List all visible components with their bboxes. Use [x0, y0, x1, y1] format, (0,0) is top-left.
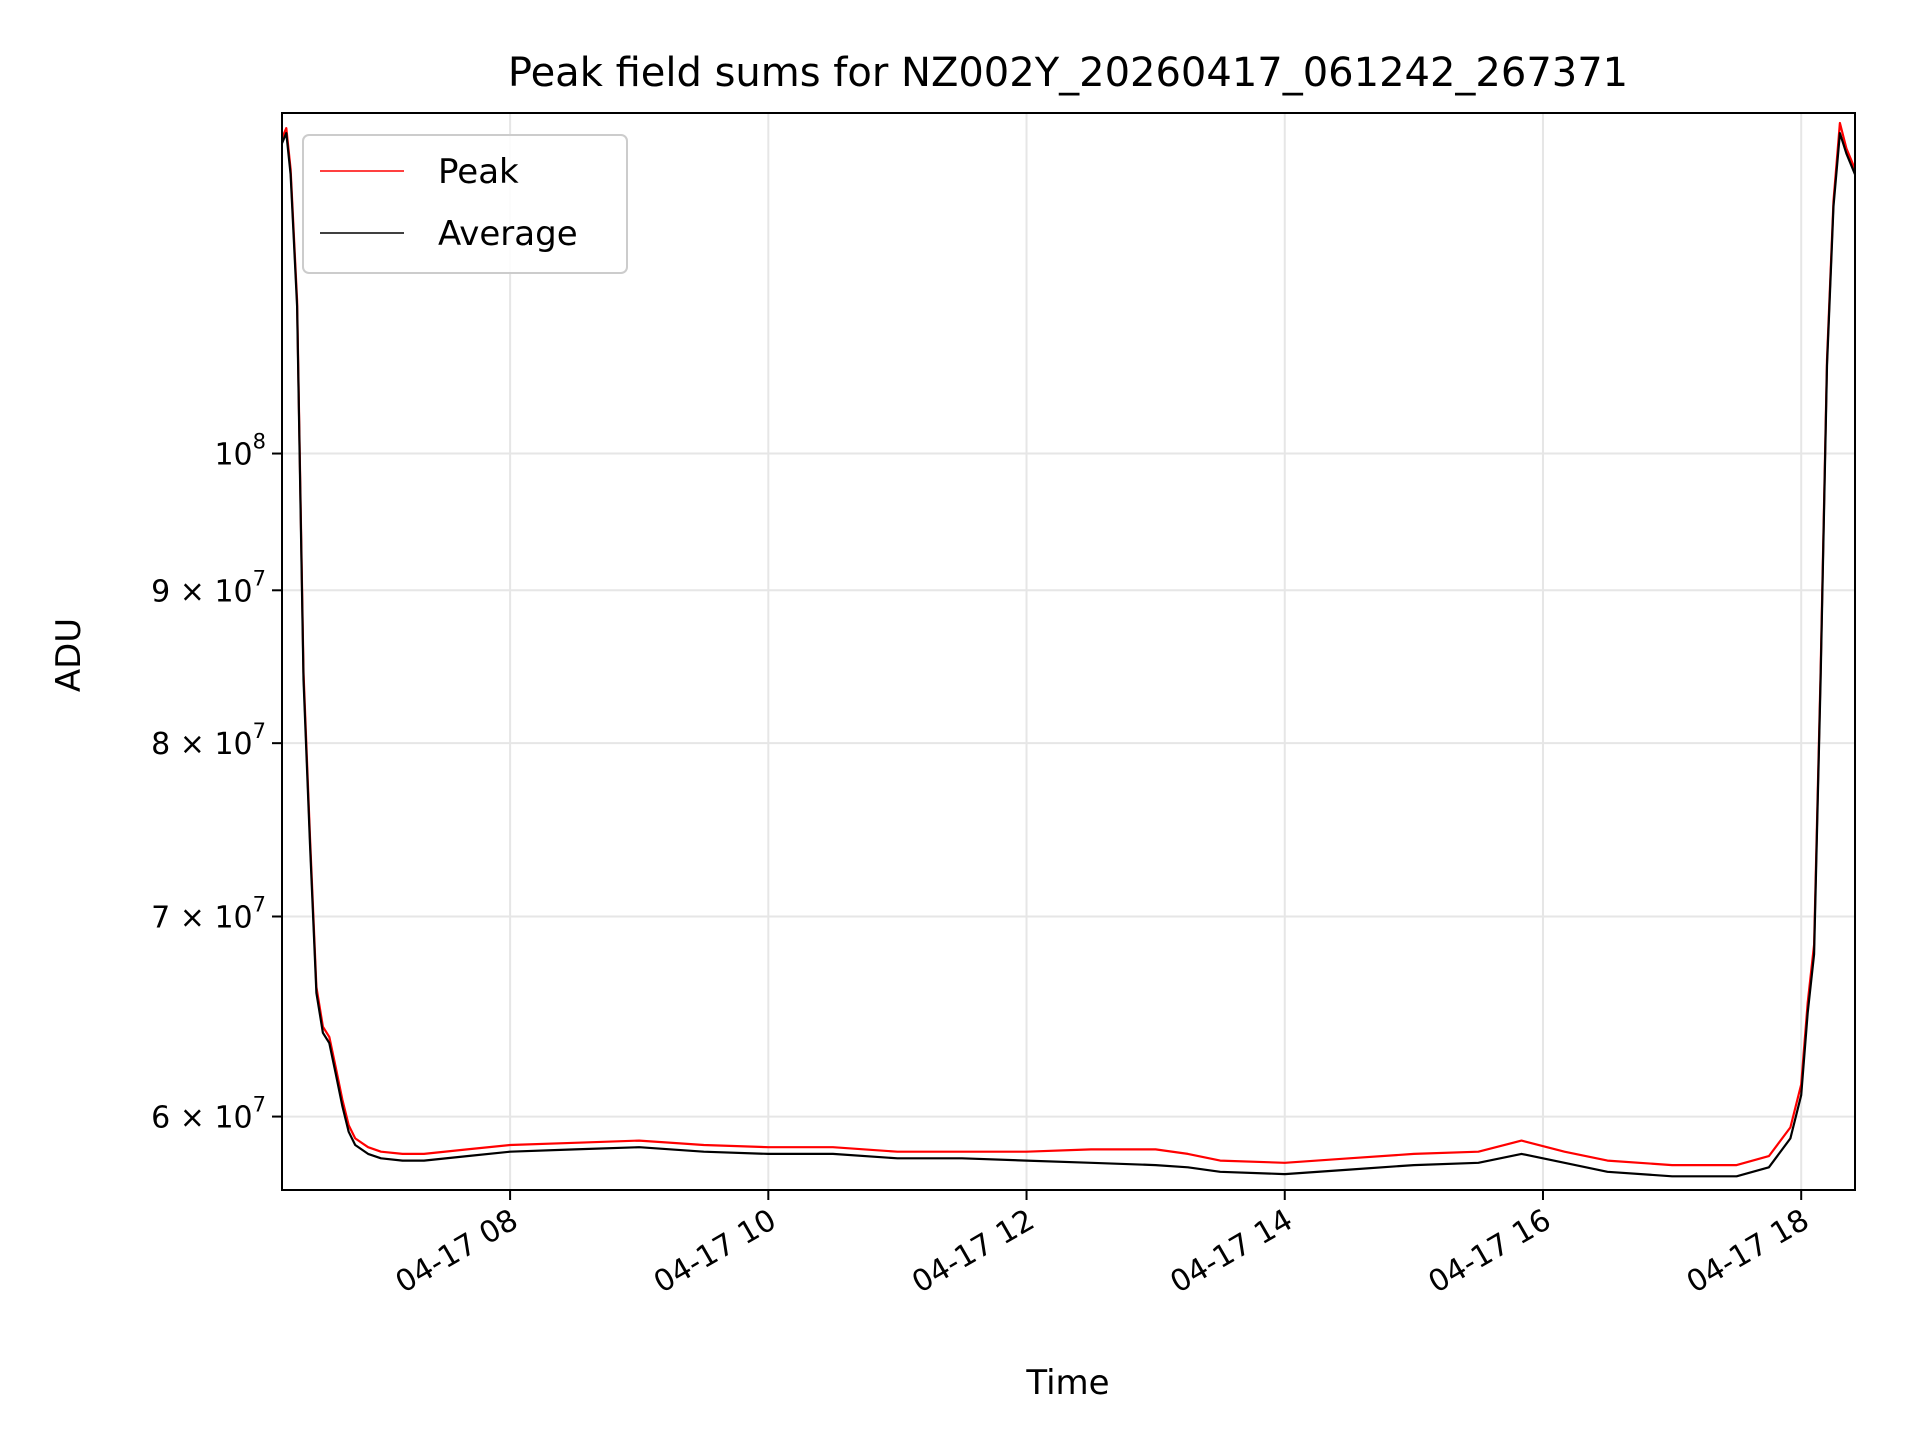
- legend-label-peak: Peak: [438, 152, 519, 192]
- y-tick-label: 9 × 107: [151, 566, 266, 609]
- y-tick-times: ×: [170, 1101, 214, 1136]
- y-tick-label: 7 × 107: [151, 892, 266, 935]
- y-tick-times: ×: [170, 727, 214, 762]
- series-layer: [282, 121, 1855, 1178]
- legend-box: [302, 134, 628, 274]
- y-axis-label: ADU: [49, 618, 89, 692]
- y-tick-base: 10: [214, 1101, 252, 1136]
- y-tick-times: ×: [170, 574, 214, 609]
- legend-label-average: Average: [438, 214, 578, 254]
- grid: [282, 113, 1855, 1190]
- y-tick-mantissa: 7: [151, 900, 170, 935]
- y-tick-base: 10: [214, 900, 252, 935]
- plot-area-frame: [281, 112, 1856, 1191]
- y-tick-exponent: 7: [253, 892, 266, 916]
- peak-series-line: [282, 121, 1855, 1167]
- y-tick-label: 6 × 107: [151, 1093, 266, 1136]
- y-tick-base: 10: [214, 438, 252, 473]
- y-tick-exponent: 8: [253, 430, 266, 454]
- y-tick-times: ×: [170, 900, 214, 935]
- y-tick-mantissa: 8: [151, 727, 170, 762]
- y-tick-mantissa: 6: [151, 1101, 170, 1136]
- y-tick-label: 8 × 107: [151, 719, 266, 762]
- y-tick-base: 10: [214, 727, 252, 762]
- legend: Peak Average: [302, 134, 628, 274]
- x-axis-label: Time: [1025, 1363, 1109, 1403]
- y-tick-exponent: 7: [253, 566, 266, 590]
- y-tick-label: 108: [214, 430, 266, 473]
- y-tick-exponent: 7: [253, 1093, 266, 1117]
- y-tick-exponent: 7: [253, 719, 266, 743]
- y-tick-mantissa: 9: [151, 574, 170, 609]
- chart-title: Peak field sums for NZ002Y_20260417_0612…: [508, 50, 1628, 96]
- average-series-line: [282, 132, 1855, 1178]
- y-tick-base: 10: [214, 574, 252, 609]
